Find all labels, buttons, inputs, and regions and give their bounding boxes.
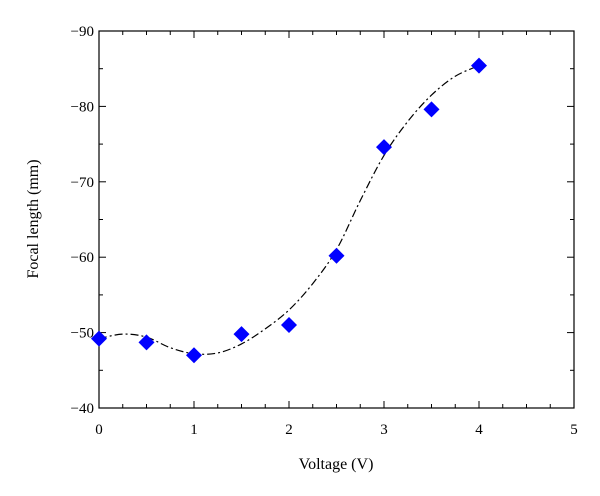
data-point [423, 101, 440, 118]
x-tick-label: 5 [570, 422, 578, 438]
x-tick-label: 0 [95, 422, 103, 438]
y-tick-label: −60 [71, 250, 94, 266]
data-point [376, 139, 392, 156]
data-point [186, 347, 202, 364]
data-point [233, 326, 250, 343]
data-point [281, 317, 297, 334]
data-point [91, 330, 107, 347]
axis-ticks [98, 30, 575, 409]
fit-curve [98, 65, 480, 355]
plot-frame [98, 30, 575, 409]
data-points [91, 57, 487, 364]
x-axis-title: Voltage (V) [299, 456, 374, 473]
x-tick-label: 2 [285, 422, 293, 438]
data-point [471, 57, 487, 74]
x-tick-label: 1 [190, 422, 198, 438]
y-tick-label: −80 [71, 99, 94, 115]
y-tick-label: −50 [71, 326, 94, 342]
y-axis-title: Focal length (mm) [25, 159, 42, 278]
x-tick-label: 3 [380, 422, 388, 438]
y-tick-label: −70 [71, 175, 94, 191]
y-tick-label: −90 [71, 24, 94, 40]
x-tick-label: 4 [475, 422, 483, 438]
y-tick-label: −40 [71, 401, 94, 417]
data-point [328, 247, 345, 264]
data-point [138, 334, 155, 351]
tick-labels: 0 1 2 3 4 5 −40 −50 −60 −70 −80 −90 [71, 24, 578, 438]
